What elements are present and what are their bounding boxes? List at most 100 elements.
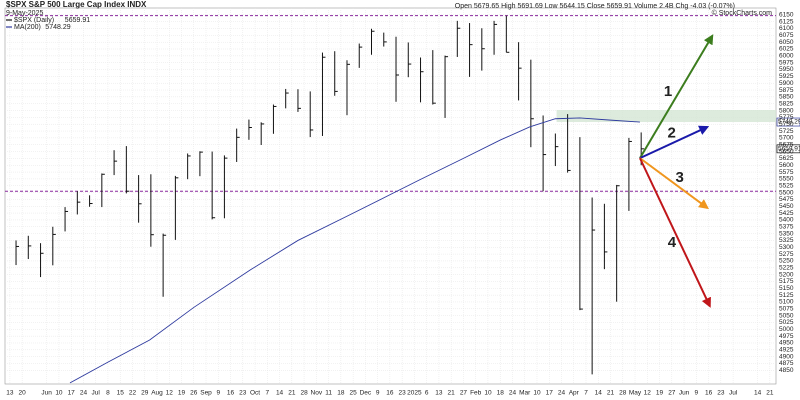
x-tick-label: 21 bbox=[766, 390, 774, 397]
source: © StockCharts.com bbox=[712, 9, 773, 17]
y-tick-label: 5525 bbox=[779, 182, 794, 189]
x-tick-label: Jun bbox=[679, 390, 690, 397]
x-tick-label: 15 bbox=[117, 390, 125, 397]
x-tick-label: 12 bbox=[166, 390, 174, 397]
y-tick-label: 5150 bbox=[779, 285, 794, 292]
y-tick-label: 4875 bbox=[779, 360, 794, 367]
x-tick-label: May bbox=[629, 390, 642, 397]
x-tick-label: 18 bbox=[337, 390, 345, 397]
y-tick-label: 5950 bbox=[779, 66, 794, 73]
y-tick-label: 6050 bbox=[779, 39, 794, 46]
scenario-label: 3 bbox=[675, 169, 683, 186]
y-tick-label: 5800 bbox=[779, 107, 794, 114]
x-tick-label: 25 bbox=[349, 390, 357, 397]
x-tick-label: 21 bbox=[448, 390, 456, 397]
y-tick-label: 5925 bbox=[779, 73, 794, 80]
x-tick-label: 22 bbox=[129, 390, 137, 397]
x-tick-label: Jul bbox=[92, 390, 101, 397]
y-tick-label: 5100 bbox=[779, 299, 794, 306]
y-tick-label: 4900 bbox=[779, 353, 794, 360]
x-tick-label: 14 bbox=[754, 390, 762, 397]
x-tick-label: 10 bbox=[55, 390, 63, 397]
x-tick-label: 27 bbox=[460, 390, 468, 397]
x-tick-label: Mar bbox=[519, 390, 531, 397]
x-tick-label: Jun bbox=[41, 390, 52, 397]
y-tick-label: 5400 bbox=[779, 217, 794, 224]
y-tick-label: 6000 bbox=[779, 53, 794, 60]
x-tick-label: 17 bbox=[546, 390, 554, 397]
x-tick-label: 18 bbox=[497, 390, 505, 397]
y-tick-label: 5025 bbox=[779, 319, 794, 326]
x-tick-label: 24 bbox=[80, 390, 88, 397]
x-tick-label: Oct bbox=[250, 390, 260, 397]
y-tick-label: 4950 bbox=[779, 340, 794, 347]
x-tick-label: 13 bbox=[6, 390, 14, 397]
resistance-zone bbox=[556, 109, 776, 123]
y-tick-label: 5625 bbox=[779, 155, 794, 162]
legend-value: 5659.91 bbox=[65, 17, 90, 24]
x-tick-label: 8 bbox=[106, 390, 110, 397]
legend-label: $SPX (Daily) bbox=[14, 17, 54, 24]
x-tick-label: 23 bbox=[239, 390, 247, 397]
y-tick-label: 5825 bbox=[779, 100, 794, 107]
x-tick-label: 9 bbox=[695, 390, 699, 397]
x-tick-label: 19 bbox=[656, 390, 664, 397]
y-tick-label: 5325 bbox=[779, 237, 794, 244]
x-tick-label: 11 bbox=[325, 390, 332, 397]
y-tick-label: 6075 bbox=[779, 32, 794, 39]
y-tick-label: 5000 bbox=[779, 326, 794, 333]
y-tick-label: 5050 bbox=[779, 312, 794, 319]
y-tick-label: 5225 bbox=[779, 265, 794, 272]
x-tick-label: 28 bbox=[619, 390, 627, 397]
x-tick-label: 9 bbox=[216, 390, 220, 397]
y-tick-label: 5550 bbox=[779, 176, 794, 183]
y-tick-label: 5200 bbox=[779, 271, 794, 278]
scenario-arrow bbox=[639, 125, 710, 160]
x-tick-label: Dec bbox=[360, 390, 372, 397]
x-tick-label: Aug bbox=[151, 390, 163, 397]
x-tick-label: 19 bbox=[178, 390, 186, 397]
x-tick-label: Sep bbox=[200, 390, 212, 397]
x-tick-label: 7 bbox=[584, 390, 588, 397]
x-tick-label: Feb bbox=[470, 390, 482, 397]
y-tick-label: 5575 bbox=[779, 169, 794, 176]
y-tick-label: 5975 bbox=[779, 59, 794, 66]
x-tick-label: 16 bbox=[386, 390, 394, 397]
y-tick-label: 5500 bbox=[779, 189, 794, 196]
scenario-label: 4 bbox=[668, 234, 677, 251]
x-tick-label: Jul bbox=[729, 390, 738, 397]
y-tick-label: 6025 bbox=[779, 46, 794, 53]
y-tick-label: 5375 bbox=[779, 223, 794, 230]
y-tick-label: 5650 bbox=[779, 148, 794, 155]
y-tick-label: 5350 bbox=[779, 230, 794, 237]
quote: Open 5679.65 High 5691.69 Low 5644.15 Cl… bbox=[455, 3, 735, 10]
x-tick-label: 6 bbox=[425, 390, 429, 397]
x-tick-label: 24 bbox=[509, 390, 517, 397]
scenario-arrow bbox=[639, 157, 711, 308]
x-tick-label: 12 bbox=[644, 390, 652, 397]
x-tick-label: 23 bbox=[717, 390, 725, 397]
y-tick-label: 5675 bbox=[779, 141, 794, 148]
x-tick-label: 21 bbox=[607, 390, 615, 397]
y-tick-label: 5175 bbox=[779, 278, 794, 285]
y-tick-label: 6100 bbox=[779, 25, 794, 32]
scenario-arrow bbox=[639, 34, 714, 159]
legend-label: MA(200) bbox=[14, 24, 41, 31]
ma-line bbox=[69, 117, 640, 384]
y-tick-label: 5475 bbox=[779, 196, 794, 203]
x-tick-label: 29 bbox=[141, 390, 149, 397]
y-tick-label: 4975 bbox=[779, 333, 794, 340]
x-tick-label: Apr bbox=[569, 390, 580, 397]
x-tick-label: 2025 bbox=[407, 390, 422, 397]
x-tick-label: 9 bbox=[376, 390, 380, 397]
legend-value: 5748.29 bbox=[45, 24, 70, 31]
y-tick-label: 6125 bbox=[779, 18, 794, 25]
x-tick-label: 10 bbox=[533, 390, 541, 397]
x-tick-label: 14 bbox=[595, 390, 603, 397]
price-box bbox=[776, 144, 800, 154]
x-tick-label: 24 bbox=[558, 390, 566, 397]
y-tick-label: 5125 bbox=[779, 292, 794, 299]
y-tick-label: 5075 bbox=[779, 306, 794, 313]
y-tick-label: 4850 bbox=[779, 367, 794, 374]
